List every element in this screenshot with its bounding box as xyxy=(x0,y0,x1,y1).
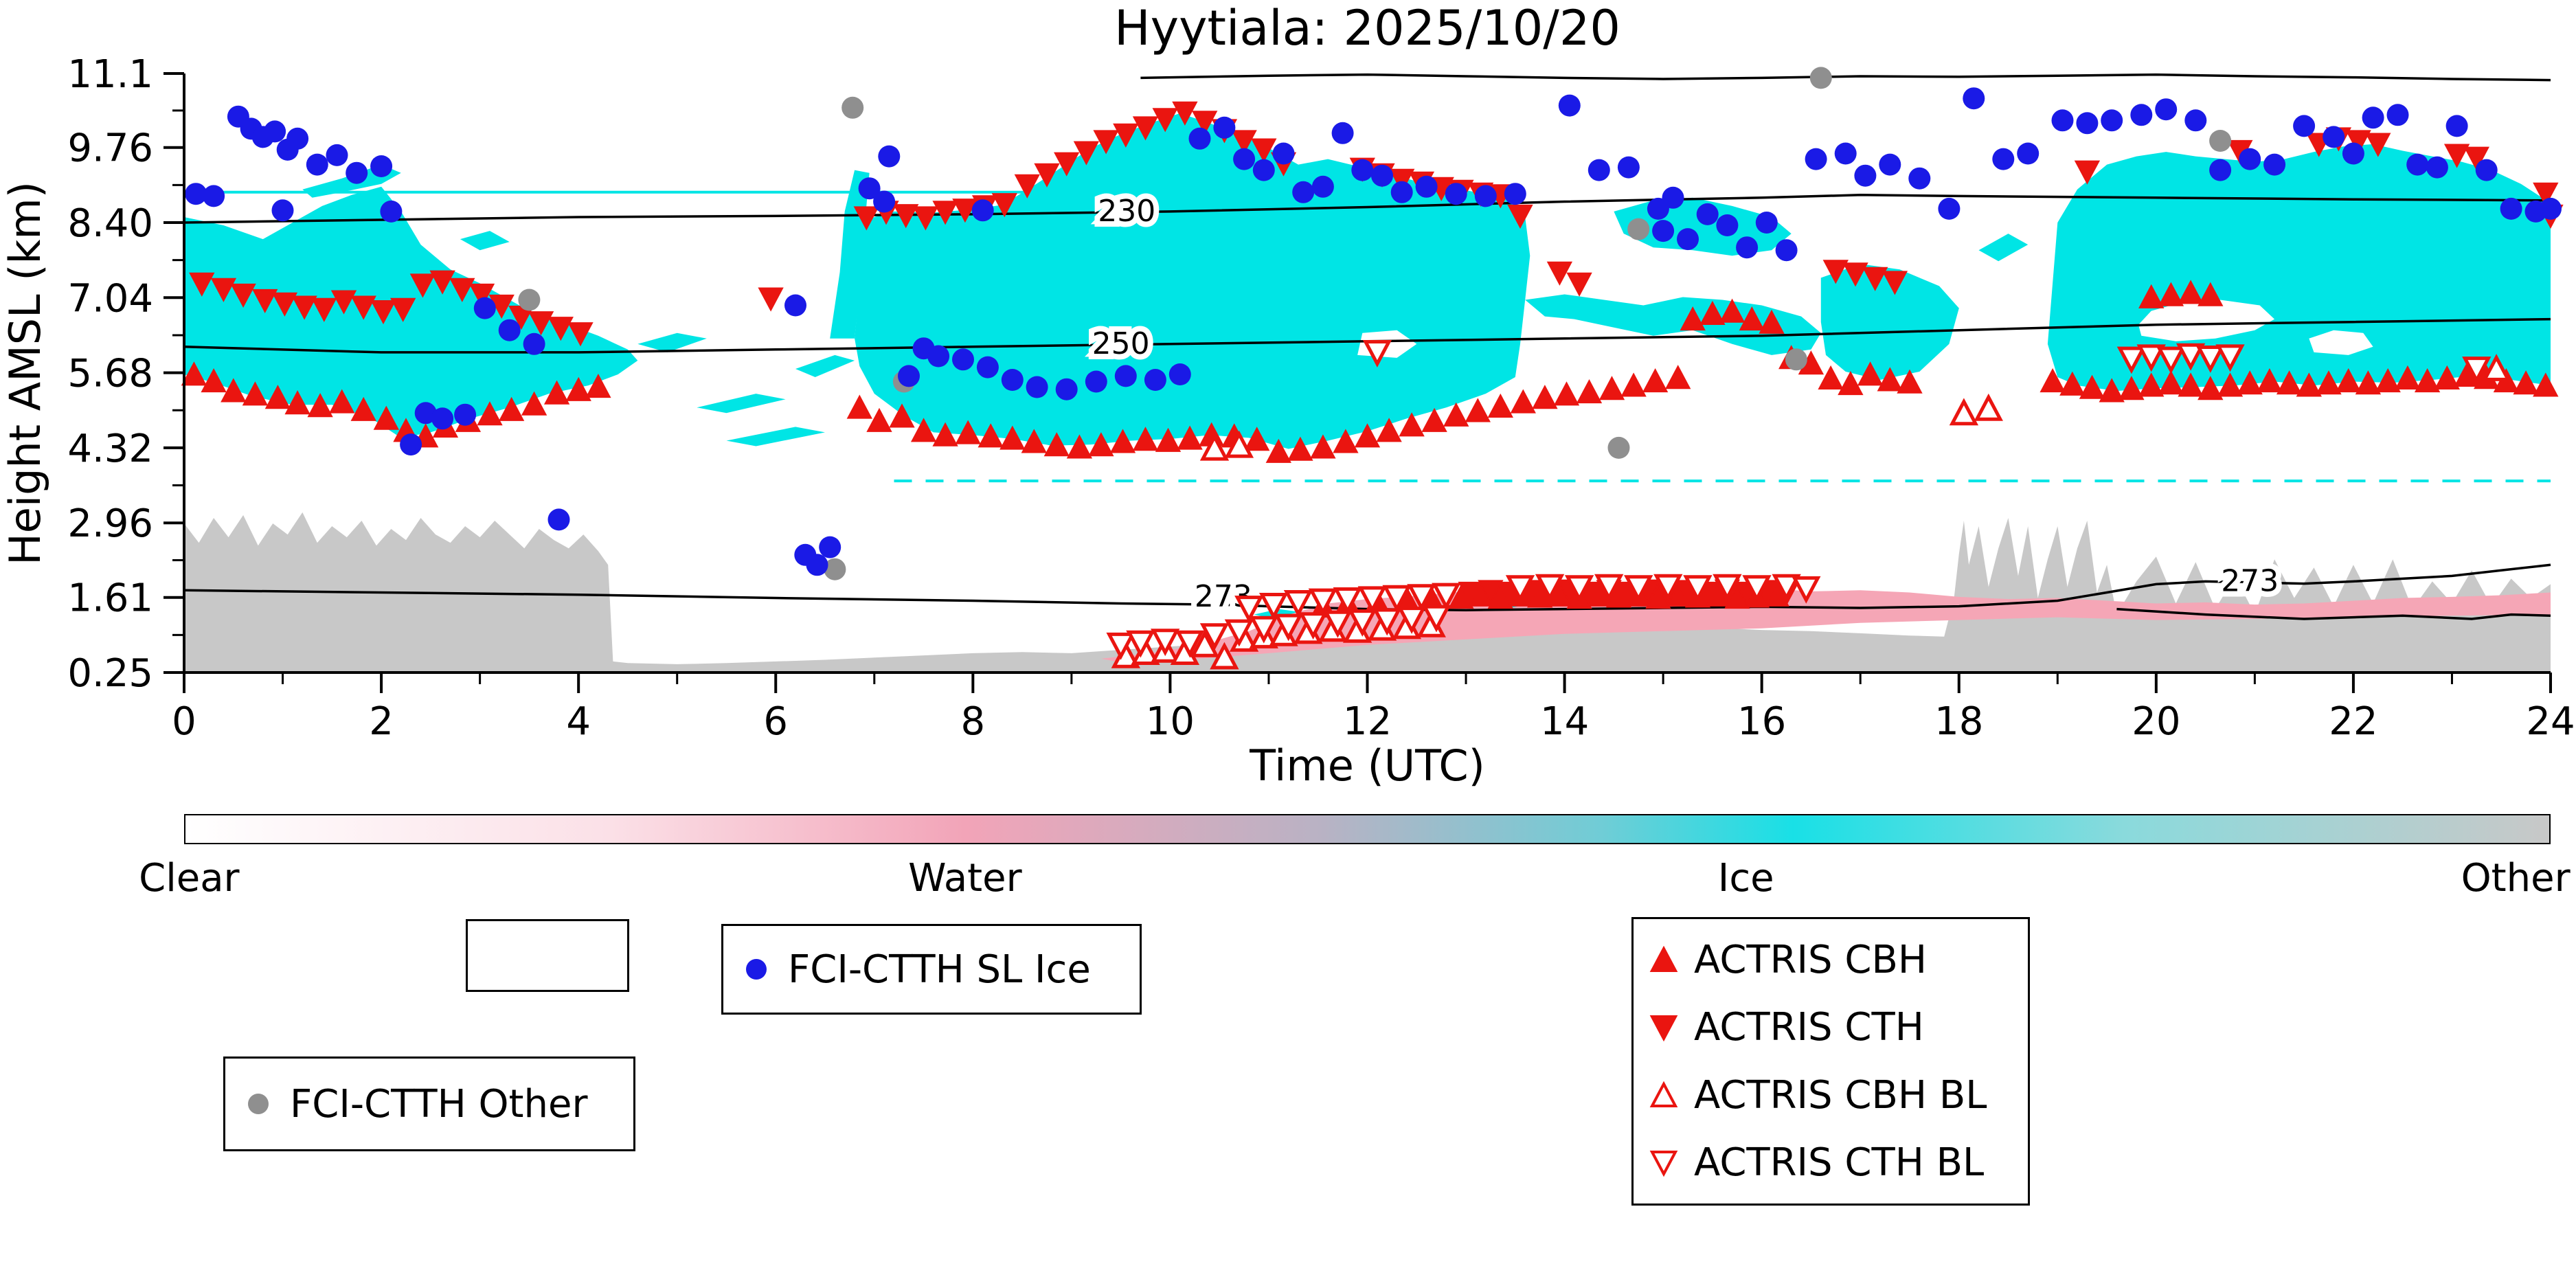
colorbar-label-ice: Ice xyxy=(1717,856,1774,901)
svg-text:8.40: 8.40 xyxy=(67,201,153,246)
colorbar-label-clear: Clear xyxy=(139,856,240,901)
svg-text:250: 250 xyxy=(1092,326,1150,361)
cbh-bl-open-triangle-up-icon xyxy=(1649,1080,1679,1110)
legend-row-cth-bl: ACTRIS CTH BL xyxy=(1649,1140,2013,1185)
legend-box-empty xyxy=(466,919,629,992)
legend-row-cbh: ACTRIS CBH xyxy=(1649,938,2013,982)
legend-label-cbh: ACTRIS CBH xyxy=(1694,937,1928,982)
svg-text:9.76: 9.76 xyxy=(67,126,153,171)
legend-label-sl-ice: FCI-CTTH SL Ice xyxy=(788,947,1091,992)
series-fci-ctth-other xyxy=(518,67,2232,580)
legend-fci-ctth-sl-ice: FCI-CTTH SL Ice xyxy=(721,924,1142,1015)
other-circle-icon xyxy=(243,1089,273,1119)
svg-text:8: 8 xyxy=(961,699,986,744)
colorbar-labels: Clear Water Ice Other xyxy=(139,856,2571,901)
temperature-contours xyxy=(183,73,2551,620)
series-fci-ctth-sl-ice xyxy=(185,87,2562,576)
svg-text:0: 0 xyxy=(172,699,196,744)
svg-text:18: 18 xyxy=(1934,699,1983,744)
legend-label-cth-bl: ACTRIS CTH BL xyxy=(1694,1140,1985,1186)
svg-text:5.68: 5.68 xyxy=(67,352,153,396)
chart-title: Hyytiala: 2025/10/20 xyxy=(1114,0,1620,56)
svg-text:16: 16 xyxy=(1737,699,1786,744)
svg-text:0.25: 0.25 xyxy=(67,651,153,696)
aerosol-regions xyxy=(184,512,2551,673)
legend-row-cth: ACTRIS CTH xyxy=(1649,1005,2013,1050)
svg-text:24: 24 xyxy=(2526,699,2575,744)
cth-bl-open-triangle-down-icon xyxy=(1649,1148,1679,1178)
ice-lines xyxy=(184,190,2551,483)
cth-triangle-down-icon xyxy=(1649,1013,1679,1043)
svg-text:2.96: 2.96 xyxy=(67,501,153,546)
svg-text:4: 4 xyxy=(566,699,591,744)
svg-text:6: 6 xyxy=(763,699,788,744)
legend-row-cbh-bl: ACTRIS CBH BL xyxy=(1649,1073,2013,1118)
svg-text:7.04: 7.04 xyxy=(67,276,153,321)
svg-text:14: 14 xyxy=(1540,699,1589,744)
classification-colorbar xyxy=(184,814,2551,844)
svg-text:230: 230 xyxy=(1098,194,1155,229)
svg-text:1.61: 1.61 xyxy=(67,576,153,621)
svg-text:273: 273 xyxy=(2221,563,2279,598)
x-axis-label: Time (UTC) xyxy=(1250,741,1485,791)
legend-label-other: FCI-CTTH Other xyxy=(290,1081,588,1127)
legend-actris: ACTRIS CBH ACTRIS CTH ACTRIS CBH BL ACTR… xyxy=(1631,917,2030,1206)
y-axis-label-wrap: Height AMSL (km) xyxy=(0,74,50,673)
svg-text:4.32: 4.32 xyxy=(67,427,153,471)
svg-text:12: 12 xyxy=(1343,699,1392,744)
axes: 0 2 4 6 8 10 12 14 16 18 20 22 240.251.612.964.325.6… xyxy=(67,52,2575,744)
svg-text:22: 22 xyxy=(2329,699,2377,744)
svg-text:20: 20 xyxy=(2132,699,2180,744)
y-axis-label: Height AMSL (km) xyxy=(0,181,50,565)
cbh-triangle-up-icon xyxy=(1649,945,1679,975)
legend-label-cbh-bl: ACTRIS CBH BL xyxy=(1694,1072,1987,1118)
svg-text:11.1: 11.1 xyxy=(67,52,153,97)
colorbar-label-other: Other xyxy=(2461,856,2571,901)
legend-label-cth: ACTRIS CTH xyxy=(1694,1005,1924,1050)
svg-text:2: 2 xyxy=(369,699,394,744)
legend-fci-ctth-other: FCI-CTTH Other xyxy=(223,1057,635,1151)
svg-text:10: 10 xyxy=(1146,699,1195,744)
sl-ice-circle-icon xyxy=(741,954,771,984)
colorbar-label-water: Water xyxy=(908,856,1022,901)
series-actris-cth-bl xyxy=(1106,340,2492,660)
